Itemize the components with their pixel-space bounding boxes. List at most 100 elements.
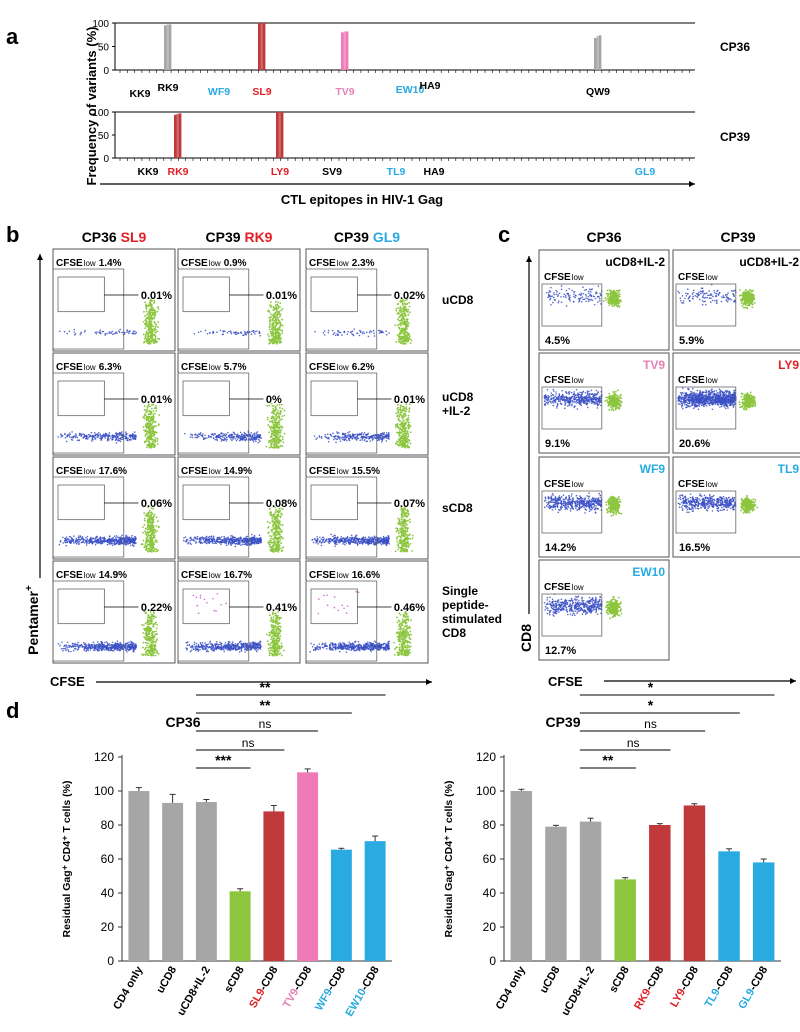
epitope-label: TL9 — [387, 166, 406, 178]
cell-dot — [269, 522, 271, 524]
cell-dot — [282, 439, 284, 441]
cell-dot — [256, 437, 258, 439]
cell-dot — [381, 441, 383, 443]
cell-dot — [151, 511, 153, 513]
cell-dot — [146, 548, 148, 550]
cell-dot — [412, 535, 414, 537]
cell-dot — [252, 439, 254, 441]
cell-dot — [155, 548, 157, 550]
cell-dot — [258, 540, 260, 542]
cell-dot — [411, 550, 413, 552]
cell-dot — [360, 541, 362, 543]
cell-dot — [147, 525, 149, 527]
cell-dot — [95, 542, 97, 544]
cell-dot — [144, 518, 146, 520]
cell-dot — [282, 408, 284, 410]
cell-dot — [373, 437, 375, 439]
cell-dot — [204, 435, 206, 437]
cell-dot — [132, 544, 134, 546]
cell-dot — [401, 512, 403, 514]
cell-dot — [96, 331, 98, 333]
cell-dot — [209, 332, 211, 334]
cell-dot — [91, 438, 93, 440]
cell-dot — [316, 540, 318, 542]
cell-dot — [404, 410, 406, 412]
cell-dot — [214, 540, 216, 542]
cell-dot — [200, 541, 202, 543]
cell-dot — [112, 540, 114, 542]
cell-dot — [154, 514, 156, 516]
cell-dot — [133, 333, 135, 335]
cell-dot — [200, 331, 202, 333]
cell-dot — [343, 538, 345, 540]
cell-dot — [117, 435, 119, 437]
cell-dot — [274, 426, 276, 428]
cell-dot — [275, 341, 277, 343]
cell-dot — [277, 427, 279, 429]
cell-dot — [341, 538, 343, 540]
cell-dot — [396, 441, 398, 443]
cell-dot — [269, 544, 271, 546]
cell-dot — [397, 548, 399, 550]
variant-bar — [276, 112, 279, 158]
cell-dot — [254, 333, 256, 335]
cell-dot — [398, 312, 400, 314]
cell-dot — [94, 432, 96, 434]
cell-dot — [148, 413, 150, 415]
cell-dot — [79, 334, 81, 336]
cell-dot — [410, 342, 412, 344]
cell-dot — [92, 542, 94, 544]
cell-dot — [86, 437, 88, 439]
cell-dot — [152, 430, 154, 432]
cell-dot — [273, 521, 275, 523]
cell-dot — [321, 538, 323, 540]
cell-dot — [276, 518, 278, 520]
cell-dot — [247, 544, 249, 546]
cell-dot — [346, 437, 348, 439]
cell-dot — [282, 308, 284, 310]
cell-dot — [272, 551, 274, 553]
cell-dot — [404, 538, 406, 540]
cell-dot — [149, 330, 151, 332]
cell-dot — [194, 333, 196, 335]
cell-dot — [155, 531, 157, 533]
cell-dot — [142, 543, 144, 545]
cell-dot — [245, 436, 247, 438]
cell-dot — [100, 435, 102, 437]
cell-dot — [400, 306, 402, 308]
cell-dot — [151, 422, 153, 424]
gate-value: 0.02% — [394, 290, 425, 302]
cell-dot — [397, 412, 399, 414]
cell-dot — [361, 542, 363, 544]
cell-dot — [324, 330, 326, 332]
cell-dot — [233, 332, 235, 334]
cell-dot — [398, 417, 400, 419]
cell-dot — [221, 540, 223, 542]
cell-dot — [403, 305, 405, 307]
cell-dot — [270, 428, 272, 430]
cell-dot — [144, 327, 146, 329]
variant-bar — [343, 31, 346, 70]
cell-dot — [397, 425, 399, 427]
panel-a: a Frequency of variants (%) CTL epitopes… — [6, 19, 750, 207]
cell-dot — [388, 538, 390, 540]
cell-dot — [230, 542, 232, 544]
cell-dot — [154, 332, 156, 334]
cell-dot — [232, 543, 234, 545]
cell-dot — [274, 513, 276, 515]
cell-dot — [400, 525, 402, 527]
cell-dot — [157, 330, 159, 332]
cell-dot — [355, 536, 357, 538]
cell-dot — [267, 417, 269, 419]
cell-dot — [95, 438, 97, 440]
low-word: low — [209, 467, 221, 476]
cell-dot — [213, 542, 215, 544]
cell-dot — [272, 319, 274, 321]
cell-dot — [405, 523, 407, 525]
cell-dot — [381, 544, 383, 546]
cell-dot — [213, 538, 215, 540]
cell-dot — [398, 535, 400, 537]
low-word: low — [337, 467, 349, 476]
